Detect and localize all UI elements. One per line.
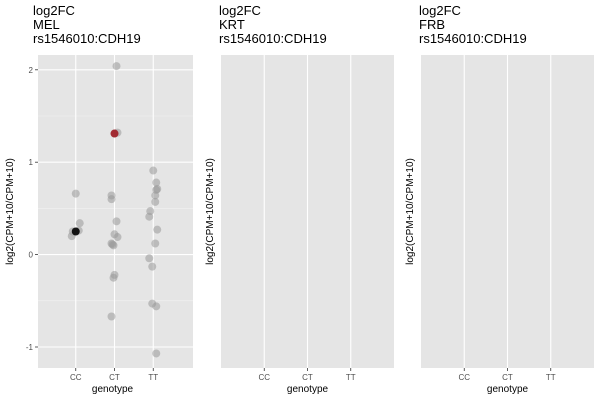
data-point [152, 178, 161, 187]
data-point [152, 349, 161, 358]
data-point [145, 212, 154, 221]
y-axis-title: log2(CPM+10/CPM+10) [5, 158, 16, 265]
highlight-point [110, 129, 119, 138]
data-point [109, 241, 118, 250]
y-axis-title: log2(CPM+10/CPM+10) [405, 158, 416, 265]
data-point [107, 312, 116, 321]
panel-title-line: rs1546010:CDH19 [219, 31, 327, 46]
x-axis-title: genotype [287, 384, 329, 395]
panel-title-line: rs1546010:CDH19 [33, 31, 141, 46]
x-axis-title: genotype [92, 384, 134, 395]
y-axis-title: log2(CPM+10/CPM+10) [205, 158, 216, 265]
data-point [112, 217, 121, 226]
data-point [71, 189, 80, 198]
x-tick-label: TT [148, 373, 158, 382]
panel-title-line: rs1546010:CDH19 [419, 31, 527, 46]
panel-title-line: log2FC [419, 3, 461, 18]
panel-title-line: log2FC [33, 3, 75, 18]
data-point [148, 262, 157, 271]
x-tick-label: TT [346, 373, 356, 382]
data-point [109, 273, 118, 282]
x-tick-label: CC [458, 373, 470, 382]
x-tick-label: CT [502, 373, 513, 382]
data-point [151, 239, 160, 248]
data-point [151, 197, 160, 206]
panel-background [38, 55, 193, 368]
data-point [145, 254, 154, 263]
x-tick-label: CC [258, 373, 270, 382]
data-point [112, 62, 121, 71]
x-tick-label: CT [109, 373, 120, 382]
data-point [151, 191, 160, 200]
y-tick-label: 1 [29, 158, 34, 167]
y-tick-label: 2 [29, 66, 34, 75]
data-point [75, 219, 84, 228]
highlight-point [71, 227, 80, 236]
data-point [107, 195, 116, 204]
x-tick-label: CC [70, 373, 82, 382]
data-point [153, 225, 162, 234]
x-tick-label: TT [546, 373, 556, 382]
panel-title-line: log2FC [219, 3, 261, 18]
data-point [113, 233, 122, 242]
panel-title-line: MEL [33, 17, 60, 32]
panel-title-line: KRT [219, 17, 245, 32]
data-point [149, 166, 158, 175]
data-point [152, 302, 161, 311]
y-tick-label: -1 [26, 343, 34, 352]
x-tick-label: CT [302, 373, 313, 382]
x-axis-title: genotype [487, 384, 529, 395]
y-tick-label: 0 [29, 251, 34, 260]
panel-title-line: FRB [419, 17, 445, 32]
